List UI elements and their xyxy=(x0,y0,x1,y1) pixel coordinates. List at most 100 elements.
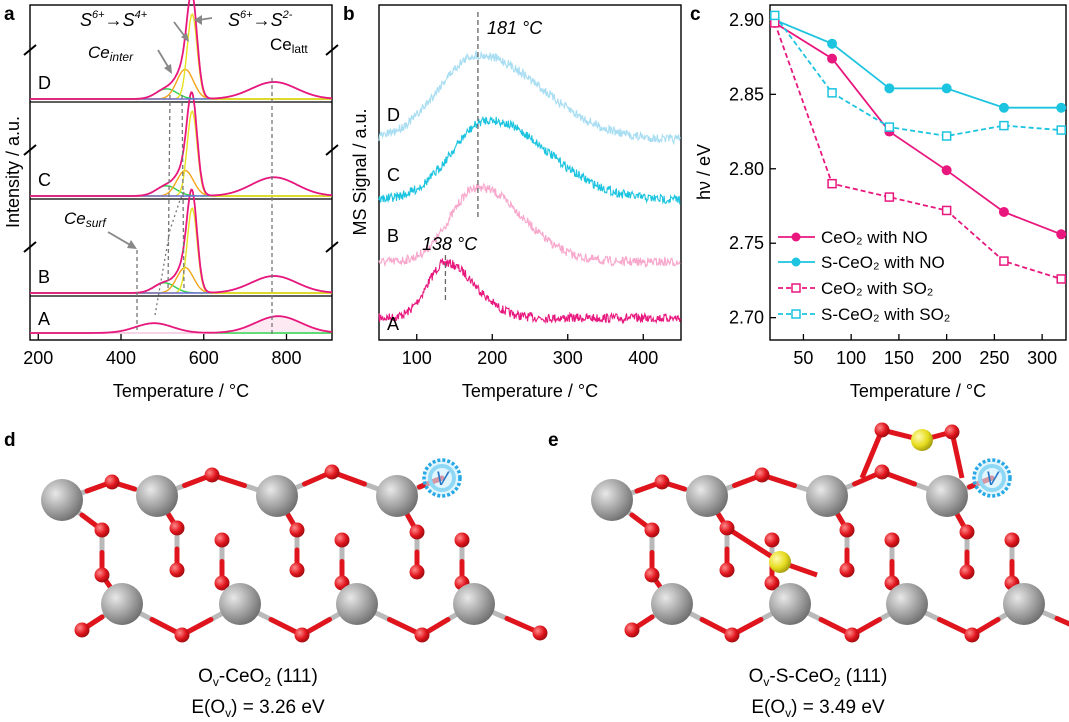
panel-d-letter: d xyxy=(4,430,16,451)
o-atom xyxy=(174,627,190,643)
ce-inter-guide xyxy=(167,94,171,291)
panel-c-xtick-label: 250 xyxy=(979,348,1009,368)
ce-atom xyxy=(886,583,928,625)
s4-arrowhead xyxy=(181,33,189,42)
ce-atom xyxy=(136,475,178,517)
panel-b-trace-label: A xyxy=(387,314,399,334)
o-atom xyxy=(764,532,780,548)
ce-atom xyxy=(336,583,378,625)
o-atom xyxy=(214,532,230,548)
vacancy-glow xyxy=(428,464,456,492)
axis-break xyxy=(325,144,339,156)
panel-c-xtick-label: 150 xyxy=(884,348,914,368)
o-atom xyxy=(169,520,185,536)
panel-a-trace-A xyxy=(30,315,333,334)
panel-c-point xyxy=(1056,125,1066,135)
s6-s4-label: S6+→S4+ xyxy=(80,9,148,30)
panel-c-ytick-label: 2.80 xyxy=(729,159,764,179)
panel-c-series-line xyxy=(773,22,1062,280)
panel-b-xtick-label: 300 xyxy=(553,348,583,368)
panel-c-point xyxy=(884,192,895,202)
panel-c-point xyxy=(827,38,838,49)
panel-c-xtick-label: 200 xyxy=(932,348,962,368)
o-atom xyxy=(214,575,230,591)
o-atom xyxy=(874,422,890,438)
ce-inter-arrowhead xyxy=(164,64,172,74)
panel-a-letter: a xyxy=(4,4,15,25)
panel-c-legend-marker xyxy=(791,257,801,267)
ce-latt-label: Celatt xyxy=(270,35,308,56)
o-atom xyxy=(644,522,660,538)
panel-a-xlabel: Temperature / °C xyxy=(113,381,249,401)
panel-c-point xyxy=(884,122,895,132)
panel-c-frame xyxy=(769,4,1067,341)
panel-c-point xyxy=(884,83,895,94)
o-atom xyxy=(94,522,110,538)
panel-a-xtick-label: 200 xyxy=(23,348,53,368)
panel-c-letter: c xyxy=(690,4,701,25)
atoms: V xyxy=(591,422,1045,643)
o-atom xyxy=(944,424,960,440)
ce-atom xyxy=(219,583,261,625)
panel-c-ytick-label: 2.85 xyxy=(729,84,764,104)
o-atom xyxy=(294,627,310,643)
panel-a-component-peak xyxy=(30,315,332,334)
ce-inter-guide xyxy=(181,94,185,291)
s-atom xyxy=(911,429,933,451)
ce-atom xyxy=(806,475,848,517)
panel-c-legend-marker xyxy=(791,283,801,293)
panel-c-legend-label: S-CeO₂ with NO xyxy=(821,253,945,272)
s-o-bond xyxy=(859,429,885,479)
o-atom xyxy=(334,532,350,548)
panel-c-point xyxy=(941,131,952,141)
panel-c-point xyxy=(999,256,1009,266)
panel-e: e V Ov-S-CeO2 (111) E(Ov) = 3.49 eV xyxy=(548,422,1069,720)
ce-atom xyxy=(256,475,298,517)
o-atom xyxy=(884,532,900,548)
panel-b-trace-C xyxy=(378,115,681,205)
o-atom xyxy=(94,567,110,583)
panel-a-trace-label: D xyxy=(38,73,51,93)
o-atom xyxy=(324,464,340,480)
o-atom xyxy=(454,532,470,548)
panel-c-point xyxy=(998,102,1009,113)
panel-c-point xyxy=(999,120,1009,131)
ce-inter-label: Ceinter xyxy=(88,43,134,64)
o-atom xyxy=(764,575,780,591)
panel-a-trace-label: B xyxy=(38,267,50,287)
ce-o-bond xyxy=(1054,616,1069,627)
o-atom xyxy=(959,524,975,540)
panel-c-point xyxy=(827,53,838,64)
panel-c-ylabel: hν / eV xyxy=(694,144,714,200)
panel-a-frame xyxy=(29,4,333,341)
ce-atom xyxy=(686,475,728,517)
o-atom xyxy=(204,467,220,483)
panel-b-trace-A xyxy=(378,257,681,325)
panel-c-xtick-label: 300 xyxy=(1027,348,1057,368)
o-atom xyxy=(532,625,548,641)
o-atom xyxy=(169,562,185,578)
axis-break xyxy=(325,241,339,253)
panel-d-caption: Ov-CeO2 (111) xyxy=(198,666,318,689)
panel-b-letter: b xyxy=(343,4,355,25)
vacancy-glow xyxy=(978,464,1006,492)
panel-b-frame xyxy=(378,4,682,341)
panel-c-series-line xyxy=(774,19,1062,109)
panel-b-xtick-label: 200 xyxy=(477,348,507,368)
panel-c-xlabel: Temperature / °C xyxy=(850,381,986,401)
axis-break xyxy=(23,144,37,156)
panel-d: d V Ov-CeO2 (111) E(Ov) = 3.26 eV xyxy=(4,430,548,720)
peak-181-label: 181 °C xyxy=(487,18,543,38)
panel-a-trace-label: C xyxy=(38,170,51,190)
panel-c-xtick-label: 100 xyxy=(836,348,866,368)
panel-a-component-peak xyxy=(30,266,332,294)
panel-c-ytick-label: 2.75 xyxy=(729,233,764,253)
o-atom xyxy=(104,474,120,490)
panel-c-point xyxy=(770,10,780,21)
panel-b-trace-label: B xyxy=(387,226,399,246)
ce-surf-arrow xyxy=(107,231,133,247)
vacancy-label: V xyxy=(986,469,1001,490)
ce-surf-label: Cesurf xyxy=(64,209,107,230)
o-atom xyxy=(74,622,90,638)
